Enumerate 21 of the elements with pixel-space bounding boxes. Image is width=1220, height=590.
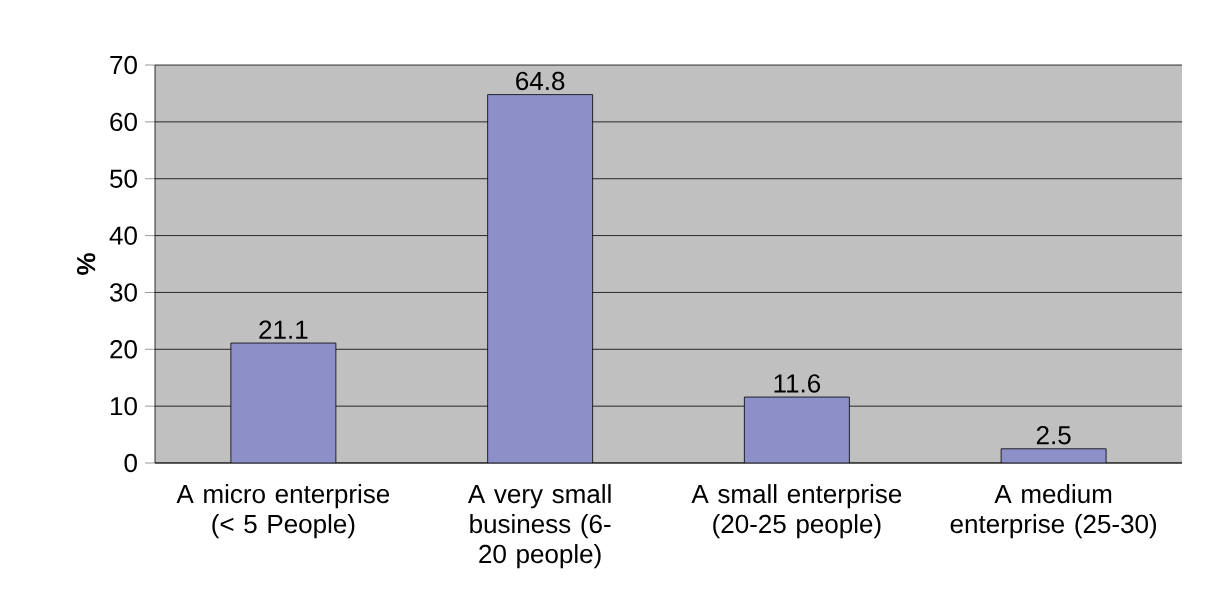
y-axis-title: % <box>76 253 96 275</box>
data-label: 11.6 <box>774 374 821 393</box>
x-tick-label: A medium enterprise (25-30) <box>950 484 1157 539</box>
y-tick-label: 50 <box>110 169 137 188</box>
y-tick-label: 10 <box>110 396 137 416</box>
y-tick-label: 40 <box>109 226 137 245</box>
data-label: 21.1 <box>259 320 308 339</box>
bar <box>1000 448 1107 463</box>
bar <box>743 396 850 463</box>
y-tick-label: 30 <box>110 283 137 302</box>
x-tick-label: A very small business (6-20 people) <box>467 484 611 569</box>
data-label: 2.5 <box>1036 425 1071 445</box>
y-tick-label: 0 <box>124 453 137 473</box>
x-tick-label: A small enterprise (20-25 people) <box>691 484 902 539</box>
x-tick-label: A micro enterprise (< 5 People) <box>176 484 390 539</box>
data-label: 64.8 <box>516 71 565 91</box>
bar <box>230 342 337 463</box>
y-tick-label: 20 <box>110 340 137 359</box>
bar <box>487 94 594 463</box>
y-tick-label: 70 <box>110 55 137 75</box>
y-tick-label: 60 <box>110 112 137 132</box>
